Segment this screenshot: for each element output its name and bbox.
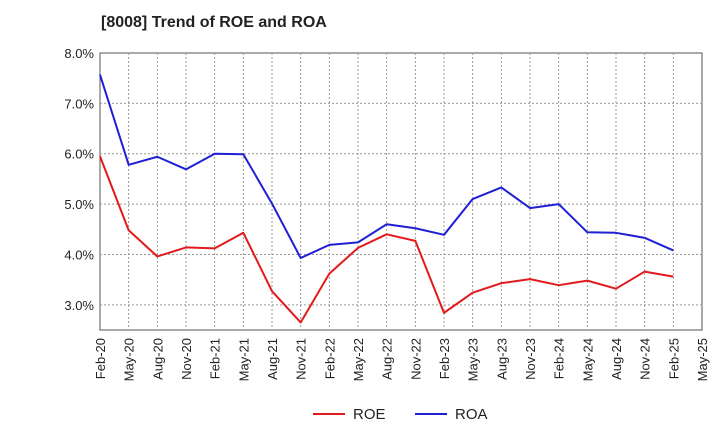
x-tick-label: Aug-24 — [609, 338, 624, 380]
vertical-gridlines — [128, 53, 674, 330]
x-tick-label: Nov-24 — [638, 338, 653, 380]
chart-title: [8008] Trend of ROE and ROA — [101, 14, 327, 31]
x-tick-label: May-20 — [122, 338, 137, 381]
y-tick-label: 3.0% — [64, 298, 94, 313]
x-tick-label: May-23 — [466, 338, 481, 381]
x-tick-label: Aug-21 — [265, 338, 280, 380]
x-tick-label: Nov-21 — [294, 338, 309, 380]
x-tick-label: Nov-23 — [523, 338, 538, 380]
x-tick-label: May-21 — [236, 338, 251, 381]
series-lines — [99, 74, 674, 324]
y-tick-label: 8.0% — [64, 46, 94, 61]
legend-label-roa: ROA — [455, 406, 488, 423]
x-axis: Feb-20 May-20 Aug-20 Nov-20 Feb-21 May-21 Aug-… — [93, 338, 710, 381]
x-tick-label: Nov-20 — [179, 338, 194, 380]
x-tick-label: Nov-22 — [408, 338, 423, 380]
y-tick-label: 7.0% — [64, 96, 94, 111]
x-tick-label: Aug-23 — [494, 338, 509, 380]
x-tick-label: Feb-23 — [437, 338, 452, 379]
x-tick-label: Feb-22 — [322, 338, 337, 379]
plot-frame — [99, 52, 703, 331]
series-line-roe — [99, 155, 674, 324]
series-line-roa — [99, 74, 674, 259]
legend-label-roe: ROE — [353, 406, 386, 423]
x-tick-label: Feb-24 — [552, 338, 567, 379]
x-tick-label: May-24 — [580, 338, 595, 381]
x-tick-label: Aug-20 — [150, 338, 165, 380]
legend: ROE ROA — [313, 406, 488, 423]
x-tick-label: May-25 — [695, 338, 710, 381]
y-axis: 3.0% 4.0% 5.0% 6.0% 7.0% 8.0% — [64, 46, 94, 313]
y-tick-label: 5.0% — [64, 197, 94, 212]
x-tick-label: Aug-22 — [380, 338, 395, 380]
x-tick-label: May-22 — [351, 338, 366, 381]
y-tick-label: 6.0% — [64, 147, 94, 162]
horizontal-gridlines — [100, 102, 702, 306]
x-tick-label: Feb-25 — [666, 338, 681, 379]
x-tick-label: Feb-21 — [208, 338, 223, 379]
y-tick-label: 4.0% — [64, 247, 94, 262]
x-tick-label: Feb-20 — [93, 338, 108, 379]
